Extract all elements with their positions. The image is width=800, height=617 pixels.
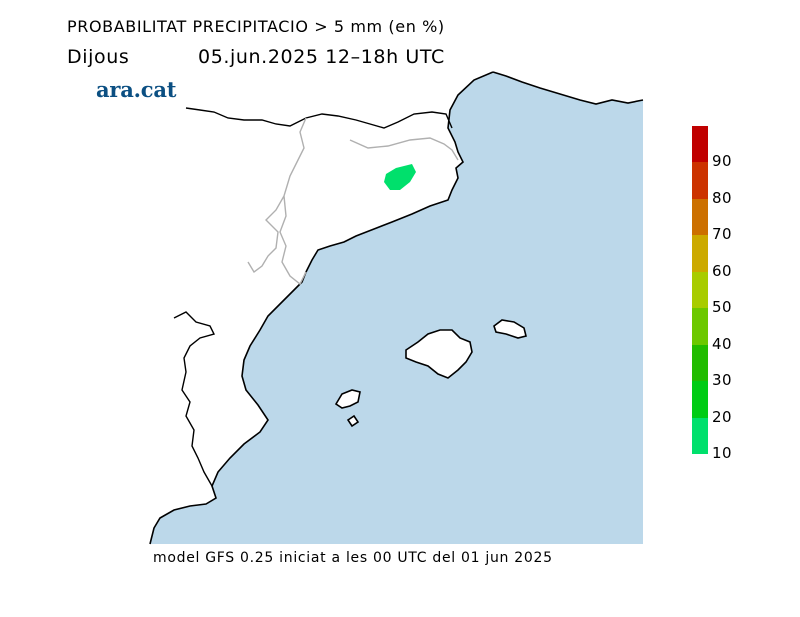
forecast-date-range: 05.jun.2025 12–18h UTC (198, 46, 445, 68)
colorbar-segment (692, 381, 708, 418)
colorbar-segment (692, 235, 708, 272)
colorbar-segment (692, 162, 708, 199)
west-boundary (173, 311, 216, 487)
forecast-day: Dijous (67, 46, 130, 68)
colorbar-label: 10 (712, 444, 733, 462)
colorbar-label: 60 (712, 261, 733, 280)
regional-borders (247, 117, 459, 286)
colorbar-label: 30 (712, 371, 733, 390)
land-area (150, 72, 493, 544)
colorbar-label: 80 (712, 188, 733, 207)
model-info: model GFS 0.25 iniciat a les 00 UTC del … (153, 550, 553, 566)
colorbar-label: 70 (712, 225, 733, 244)
probability-area (384, 164, 416, 190)
colorbar-segment (692, 344, 708, 382)
colorbar-segment (692, 308, 708, 345)
colorbar-segment (692, 126, 708, 163)
island-menorca (493, 319, 527, 339)
colorbar-segment (692, 417, 708, 454)
colorbar-label: 90 (712, 152, 733, 171)
coastline (149, 71, 644, 545)
land-north (493, 72, 643, 104)
colorbar-label: 20 (712, 407, 733, 426)
colorbar-segment (692, 271, 708, 309)
probability-colorbar (692, 126, 708, 454)
island-ibiza (334, 389, 361, 409)
ara-cat-logo: ara.cat (96, 77, 177, 102)
map-title: PROBABILITAT PRECIPITACIO > 5 mm (en %) (67, 17, 445, 36)
island-formentera (346, 414, 360, 428)
forecast-period: Dijous 05.jun.2025 12–18h UTC (67, 46, 444, 70)
pyrenees-border (185, 107, 453, 129)
island-mallorca (405, 329, 473, 379)
colorbar-segment (692, 198, 708, 236)
colorbar-label: 50 (712, 298, 733, 317)
colorbar-label: 40 (712, 334, 733, 353)
